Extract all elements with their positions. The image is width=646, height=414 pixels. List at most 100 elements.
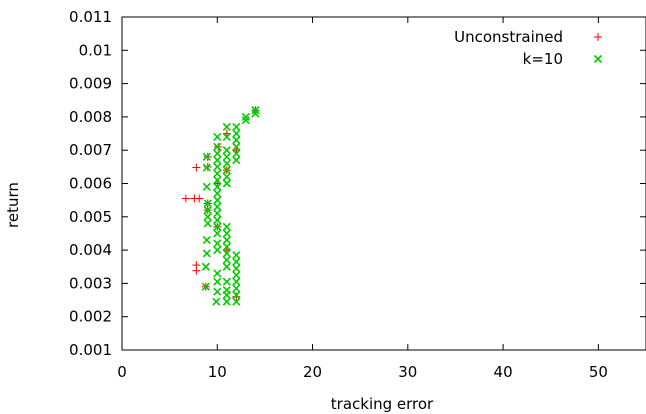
data-point — [232, 290, 241, 300]
plot-frame — [121, 16, 646, 351]
x-tick-label: 40 — [494, 363, 513, 381]
data-point — [232, 129, 241, 138]
legend-marker — [594, 33, 602, 41]
data-point — [213, 229, 222, 238]
data-point — [222, 229, 231, 238]
data-point — [195, 194, 204, 203]
data-point — [213, 169, 222, 178]
data-point — [213, 142, 222, 151]
data-points — [181, 106, 260, 306]
data-point — [201, 262, 210, 271]
data-point — [203, 212, 212, 221]
data-point — [203, 199, 212, 208]
data-point — [222, 242, 231, 251]
x-tick-label: 30 — [398, 363, 417, 381]
y-tick-label: 0.01 — [79, 41, 112, 59]
data-point — [213, 269, 222, 278]
data-point — [213, 216, 222, 225]
legend: Unconstrained k=10 — [454, 28, 603, 68]
data-point — [213, 156, 222, 165]
y-tick-label: 0.008 — [69, 108, 112, 126]
data-point — [222, 122, 231, 131]
x-tick-label: 0 — [117, 363, 127, 381]
data-point — [222, 249, 231, 258]
data-point — [222, 236, 231, 245]
data-point — [213, 162, 222, 171]
data-point — [232, 284, 241, 293]
legend-marker — [593, 54, 603, 64]
data-point — [201, 282, 210, 291]
data-point — [222, 297, 231, 306]
data-point — [222, 256, 231, 265]
data-point — [202, 163, 211, 172]
data-point — [202, 249, 211, 258]
data-point — [202, 236, 211, 245]
data-point — [222, 172, 231, 181]
data-point — [202, 152, 211, 161]
x-tick-label: 50 — [589, 363, 608, 381]
data-point — [222, 159, 231, 168]
data-point — [241, 112, 250, 121]
data-point — [222, 262, 231, 271]
y-tick-label: 0.009 — [69, 75, 112, 93]
data-point — [213, 149, 222, 158]
data-point — [213, 277, 222, 286]
x-tick-label: 20 — [303, 363, 322, 381]
data-point — [213, 246, 222, 255]
data-point — [222, 222, 231, 231]
y-tick-label: 0.005 — [69, 208, 112, 226]
y-tick-label: 0.006 — [69, 175, 112, 193]
y-tick-label: 0.011 — [69, 8, 112, 26]
data-point — [202, 182, 211, 191]
x-axis-title: tracking error — [331, 395, 434, 413]
y-tick-label: 0.007 — [69, 141, 112, 159]
legend-label: Unconstrained — [454, 28, 563, 46]
data-point — [222, 285, 231, 295]
data-point — [222, 146, 231, 155]
data-point — [213, 196, 222, 205]
data-point — [232, 156, 241, 165]
y-tick-label: 0.001 — [69, 341, 112, 359]
data-point — [232, 251, 241, 260]
data-point — [212, 297, 221, 306]
data-point — [232, 149, 241, 158]
y-tick-label: 0.004 — [69, 241, 112, 259]
legend-label: k=10 — [523, 50, 563, 68]
data-point — [213, 239, 222, 248]
data-point — [251, 109, 260, 118]
data-point — [232, 277, 241, 286]
data-point — [232, 297, 241, 306]
data-point — [222, 179, 231, 188]
data-point — [181, 194, 190, 203]
data-point — [232, 142, 241, 151]
data-point — [213, 189, 222, 198]
y-axis-title: return — [4, 182, 22, 228]
data-point — [213, 176, 222, 185]
data-point — [213, 209, 222, 218]
data-point — [213, 132, 222, 141]
data-point — [213, 222, 222, 231]
data-point — [232, 122, 241, 131]
y-tick-label: 0.003 — [69, 274, 112, 292]
data-point — [232, 136, 241, 145]
data-point — [241, 116, 250, 125]
data-point — [222, 166, 231, 175]
data-point — [203, 206, 212, 215]
data-point — [213, 182, 222, 191]
data-point — [222, 152, 231, 161]
series-2 — [201, 106, 260, 306]
data-point — [222, 132, 231, 141]
data-point — [203, 219, 212, 228]
data-point — [192, 266, 201, 275]
data-point — [222, 277, 231, 286]
data-point — [232, 271, 241, 280]
y-tick-label: 0.002 — [69, 308, 112, 326]
data-point — [251, 106, 260, 115]
data-point — [232, 257, 241, 266]
data-point — [213, 287, 222, 296]
x-axis: 0 10 20 30 40 50 — [117, 17, 608, 381]
data-point — [192, 163, 201, 172]
y-axis: 0.001 0.002 0.003 0.004 0.005 0.006 0.007 0.008… — [69, 8, 646, 359]
data-point — [232, 264, 241, 273]
